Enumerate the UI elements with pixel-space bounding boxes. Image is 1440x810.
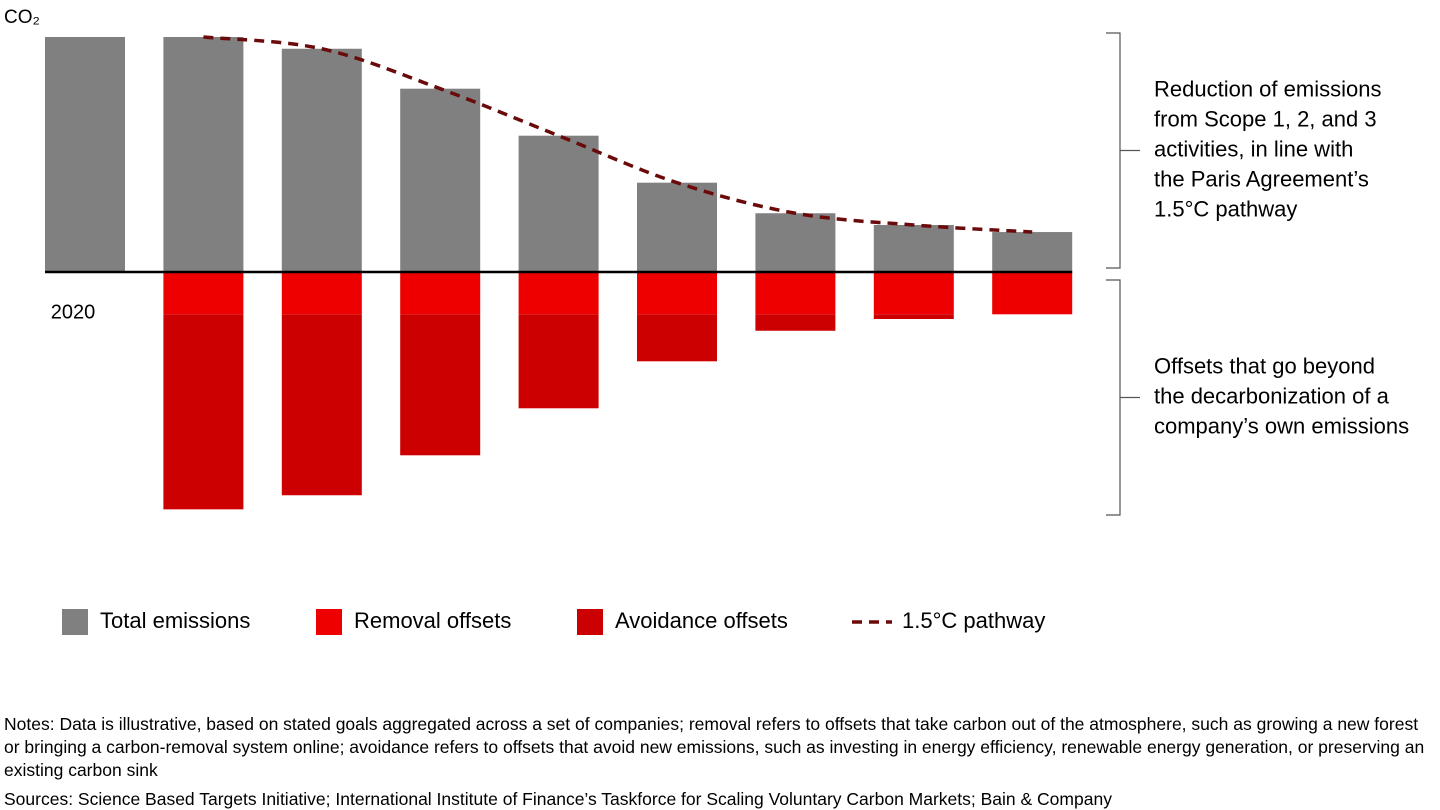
bar — [281, 272, 362, 315]
bar — [281, 314, 362, 496]
annotation-text: the Paris Agreement’s — [1154, 166, 1369, 191]
bar — [400, 88, 481, 272]
annotation-text: 1.5°C pathway — [1154, 196, 1297, 221]
annotation-text: the decarbonization of a — [1154, 383, 1390, 408]
bar — [637, 314, 717, 362]
bar — [163, 314, 244, 510]
annotation-text: Reduction of emissions — [1154, 76, 1381, 101]
bar — [873, 314, 954, 319]
legend-label: Avoidance offsets — [615, 608, 788, 633]
bracket — [1106, 279, 1140, 516]
bar — [637, 182, 717, 272]
bar — [992, 272, 1073, 315]
bar — [518, 135, 599, 272]
bar — [400, 272, 481, 315]
notes: Notes: Data is illustrative, based on st… — [4, 714, 1425, 780]
bar — [755, 213, 836, 272]
bar — [518, 272, 599, 315]
bar — [873, 225, 954, 272]
bar — [637, 272, 717, 315]
legend-swatch — [316, 609, 342, 635]
legend-swatch — [62, 609, 88, 635]
legend-label: Removal offsets — [354, 608, 511, 633]
bar — [45, 37, 125, 272]
bar — [873, 272, 954, 315]
pathway-line — [203, 35, 1033, 234]
bar — [163, 37, 244, 272]
bar — [518, 314, 599, 409]
sources: Sources: Science Based Targets Initiativ… — [4, 789, 1112, 809]
bar — [992, 232, 1073, 272]
annotation-text: from Scope 1, 2, and 3 — [1154, 106, 1377, 131]
x-tick-label: 2020 — [51, 301, 96, 323]
y-axis-label: CO₂ — [4, 7, 40, 28]
legend-label: Total emissions — [100, 608, 250, 633]
annotation-text: activities, in line with — [1154, 136, 1353, 161]
bar — [281, 48, 362, 272]
annotation-text: company’s own emissions — [1154, 413, 1409, 438]
bar — [400, 314, 481, 456]
annotation-text: Offsets that go beyond — [1154, 353, 1375, 378]
legend-swatch — [577, 609, 603, 635]
bracket — [1106, 32, 1140, 269]
bar — [163, 272, 244, 315]
bar — [755, 314, 836, 331]
legend-label: 1.5°C pathway — [902, 608, 1045, 633]
bar — [755, 272, 836, 315]
